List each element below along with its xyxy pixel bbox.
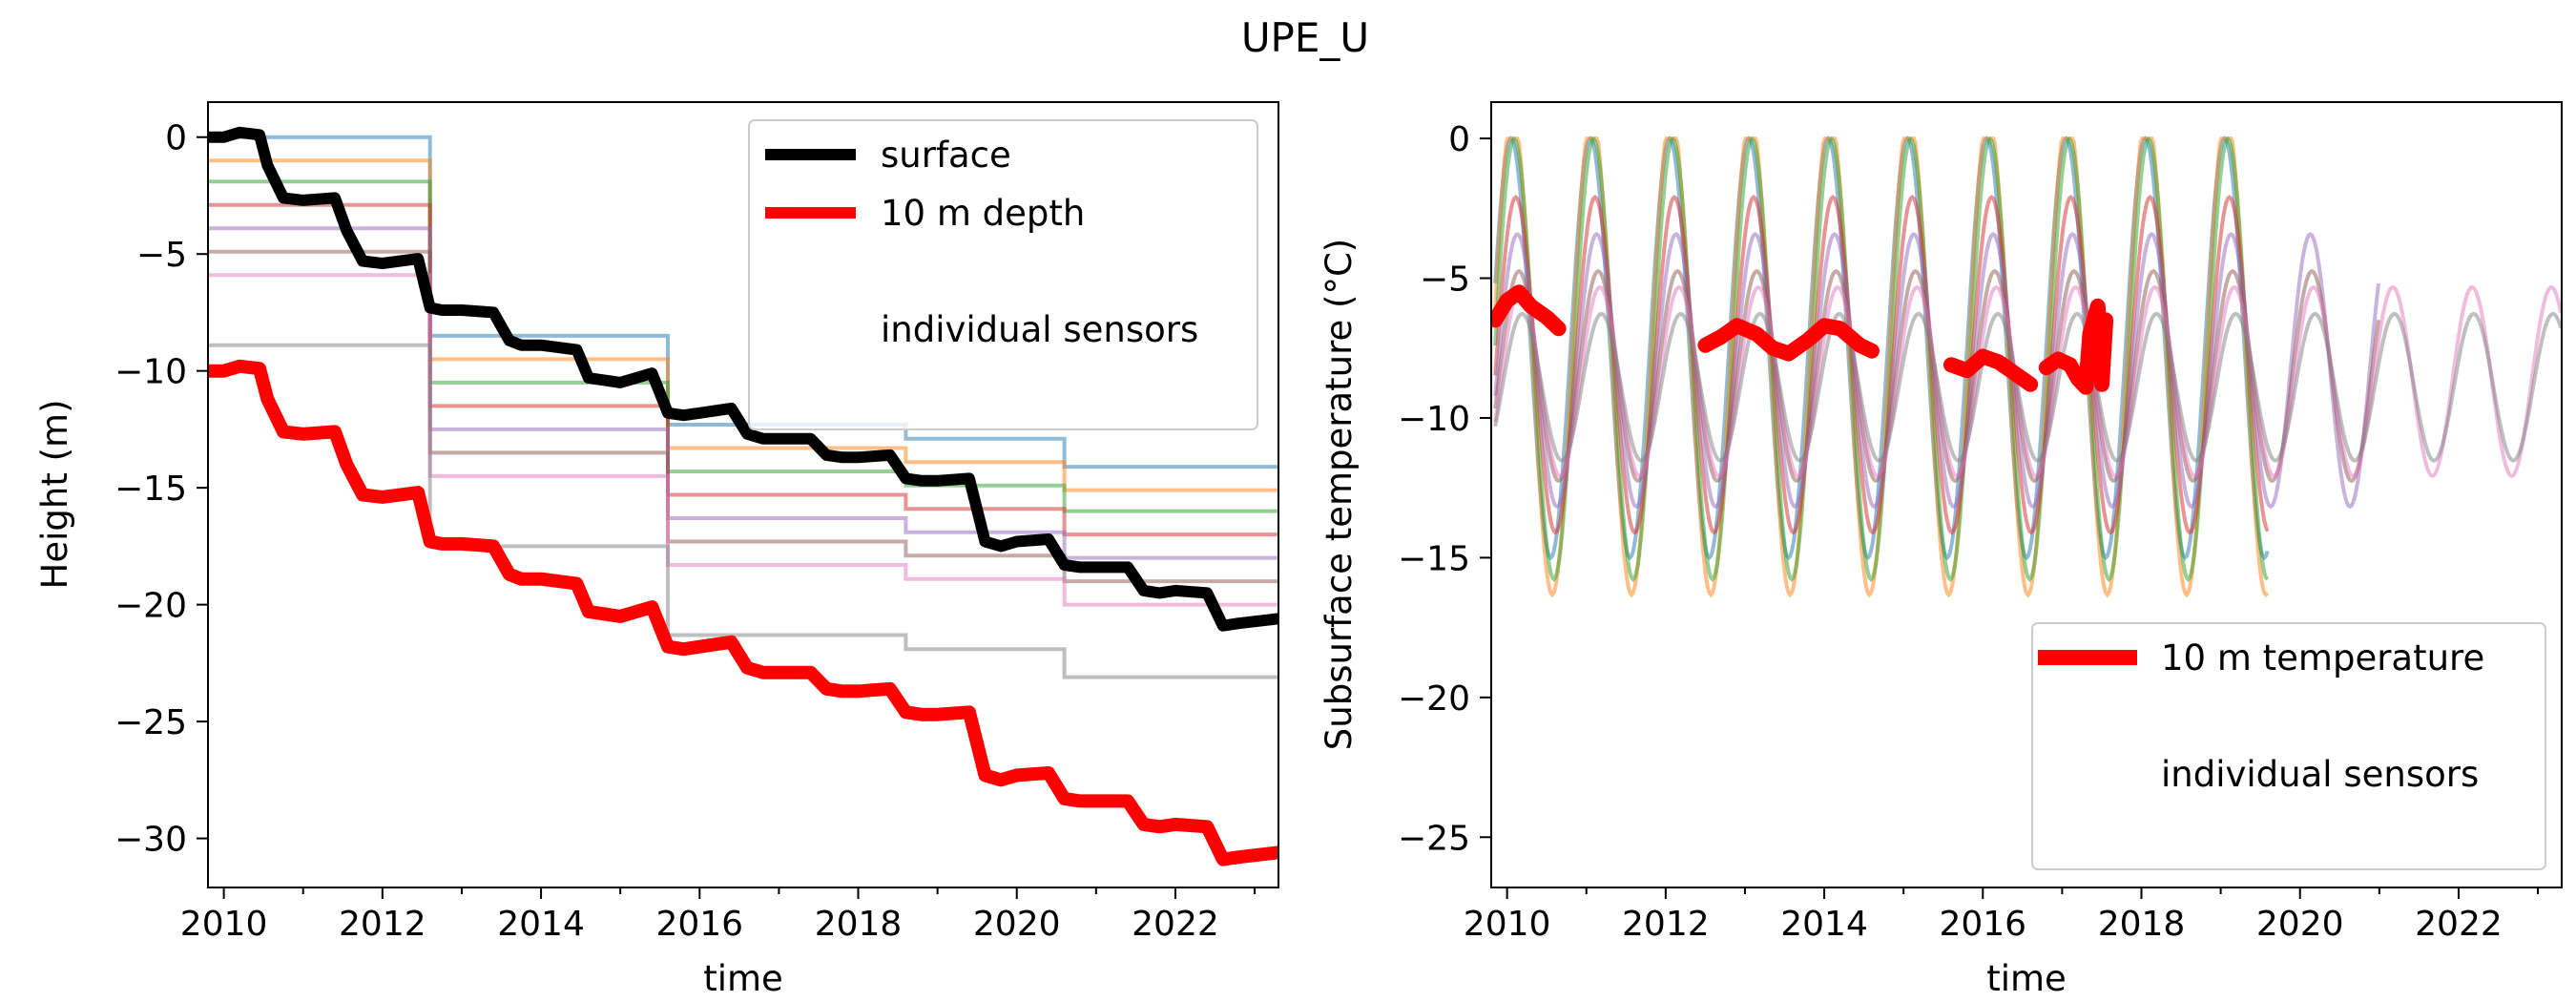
temperature-10m-line-segment-2	[1697, 318, 1880, 362]
temperature-10m-line-segment-1	[1491, 284, 1567, 337]
temperature-y-tick-label: −25	[1398, 819, 1470, 858]
temperature-sensor-line-7	[1493, 284, 2562, 478]
figure-title: UPE_U	[1241, 14, 1369, 61]
temperature-legend-box	[2031, 622, 2546, 870]
temperature-x-tick-label: 2014	[1780, 905, 1868, 944]
height-x-tick-label: 2016	[655, 905, 743, 944]
legend-10m-depth-label: 10 m depth	[881, 193, 1085, 234]
temperature-plot-frame	[1490, 101, 2563, 888]
temperature-y-ticks: 0 −5 −10 −15 −20 −25	[1398, 120, 1491, 858]
legend-10m-temperature-label: 10 m temperature	[2161, 637, 2484, 678]
temperature-y-tick-label: −15	[1398, 539, 1470, 578]
temperature-y-tick-label: −5	[1420, 261, 1470, 300]
temperature-x-tick-label: 2020	[2256, 905, 2344, 944]
height-y-tick-label: −5	[136, 236, 187, 275]
temperature-x-ticks: 2010 2012 2014 2016 2018 2020 2022	[1464, 887, 2540, 944]
height-legend-box	[748, 119, 1258, 430]
temperature-x-tick-label: 2010	[1464, 905, 1551, 944]
temperature-sensor-line-8	[1493, 311, 2562, 463]
height-surface-line	[208, 126, 1278, 632]
height-x-tick-label: 2010	[180, 905, 268, 944]
temperature-y-axis-label: Subsurface temperature (°C)	[1319, 239, 1360, 750]
height-y-axis-label: Height (m)	[34, 400, 75, 590]
temperature-x-tick-label: 2012	[1622, 905, 1710, 944]
legend-surface-label: surface	[881, 135, 1011, 176]
height-x-tick-label: 2014	[497, 905, 585, 944]
temperature-sensor-lines	[1493, 136, 2562, 598]
legend-individual-sensors-label: individual sensors	[881, 309, 1198, 350]
temperature-sensor-line-3	[1493, 136, 2270, 583]
height-x-axis-label: time	[703, 958, 783, 999]
height-legend: surface 10 m depth individual sensors	[748, 119, 1258, 430]
height-10m-depth-line	[208, 359, 1278, 866]
temperature-x-axis-label: time	[1986, 958, 2067, 999]
temperature-legend: 10 m temperature individual sensors	[2031, 622, 2546, 870]
temperature-x-tick-label: 2016	[1939, 905, 2026, 944]
height-chart: 2010 2012 2014 2016 2018 2020 2022 0 −5 −10 −15 −2…	[34, 101, 1279, 999]
height-x-tick-label: 2022	[1132, 905, 1219, 944]
height-y-ticks: 0 −5 −10 −15 −20 −25 −30	[114, 119, 208, 860]
height-plot-frame	[207, 101, 1279, 888]
temperature-10m-line-segment-4	[2038, 298, 2114, 395]
temperature-x-tick-label: 2018	[2098, 905, 2186, 944]
height-x-ticks: 2010 2012 2014 2016 2018 2020 2022	[180, 887, 1257, 944]
height-y-tick-label: −20	[114, 587, 187, 626]
height-y-tick-label: −10	[114, 353, 187, 392]
temperature-x-tick-label: 2022	[2415, 905, 2503, 944]
temperature-series-lines	[1491, 284, 2114, 395]
temperature-y-tick-label: −20	[1398, 679, 1470, 719]
height-sensor-line-8	[208, 343, 1278, 679]
height-y-tick-label: −25	[114, 703, 187, 742]
height-y-tick-label: −30	[114, 821, 187, 860]
height-series-lines	[208, 126, 1278, 866]
height-x-tick-label: 2012	[339, 905, 426, 944]
temperature-chart: 2010 2012 2014 2016 2018 2020 2022 0 −5 −10 −15 −2…	[1319, 101, 2563, 999]
legend-individual-sensors-label-right: individual sensors	[2161, 754, 2479, 795]
height-x-tick-label: 2020	[973, 905, 1061, 944]
height-y-tick-label: −15	[114, 470, 187, 509]
height-y-tick-label: 0	[165, 119, 187, 158]
temperature-y-tick-label: −10	[1398, 400, 1470, 439]
temperature-10m-line-segment-3	[1943, 348, 2039, 392]
temperature-y-tick-label: 0	[1448, 120, 1470, 159]
height-x-tick-label: 2018	[815, 905, 903, 944]
